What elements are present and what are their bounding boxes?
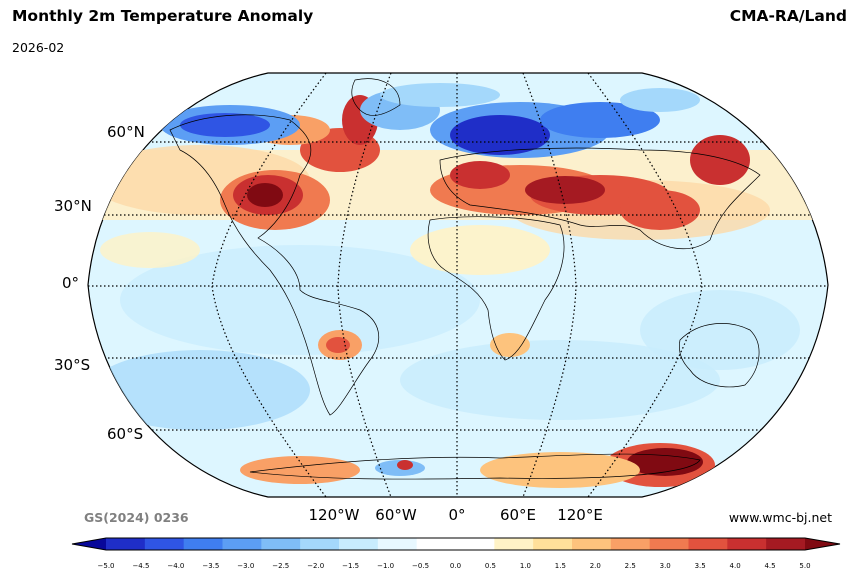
colorbar-swatch xyxy=(688,538,728,550)
graticule xyxy=(88,73,828,497)
lon-label-60e: 60°E xyxy=(499,506,537,524)
colorbar-swatch xyxy=(533,538,573,550)
colorbar-tick-label: 2.5 xyxy=(624,562,636,570)
map-date: 2026-02 xyxy=(12,40,65,55)
colorbar-tick-label: −1.0 xyxy=(377,562,395,570)
colorbar-tick-label: −5.0 xyxy=(97,562,115,570)
colorbar-tick-label: −0.5 xyxy=(412,562,430,570)
colorbar-tick-label: 4.5 xyxy=(764,562,776,570)
lat-label-30s: 30°S xyxy=(54,356,91,374)
colorbar-swatch xyxy=(494,538,534,550)
colorbar-tick-label: −1.5 xyxy=(342,562,360,570)
colorbar-swatch xyxy=(766,538,806,550)
lon-label-60w: 60°W xyxy=(375,506,417,524)
colorbar-tick-label: −3.5 xyxy=(202,562,220,570)
world-map xyxy=(87,72,829,498)
colorbar-tick-label: −2.5 xyxy=(272,562,290,570)
lat-label-60n: 60°N xyxy=(107,123,145,141)
colorbar-tick-label: 5.0 xyxy=(799,562,811,570)
coastlines xyxy=(169,78,761,480)
map-title: Monthly 2m Temperature Anomaly xyxy=(12,7,314,25)
lat-label-0: 0° xyxy=(62,274,80,292)
colorbar-tick-label: 4.0 xyxy=(729,562,741,570)
colorbar-segments xyxy=(72,538,840,550)
colorbar-tick-label: 3.0 xyxy=(659,562,671,570)
colorbar-swatch xyxy=(222,538,262,550)
anomaly-field xyxy=(88,83,828,488)
colorbar-tick-label: 3.5 xyxy=(694,562,706,570)
colorbar-swatch xyxy=(455,538,495,550)
colorbar-outline xyxy=(71,537,841,551)
lat-label-60s: 60°S xyxy=(107,425,144,443)
map-approval-code: GS(2024) 0236 xyxy=(84,510,189,525)
colorbar-swatch xyxy=(727,538,767,550)
lon-label-0: 0° xyxy=(448,506,466,524)
website-link[interactable]: www.wmc-bj.net xyxy=(728,510,832,525)
colorbar-swatch xyxy=(377,538,418,550)
colorbar-swatch xyxy=(300,538,340,550)
colorbar xyxy=(71,537,841,551)
colorbar-extend-high xyxy=(805,538,840,550)
colorbar-swatch xyxy=(416,538,456,550)
lon-label-120e: 120°E xyxy=(557,506,603,524)
colorbar-swatch xyxy=(572,538,612,550)
colorbar-tick-label: −4.5 xyxy=(132,562,150,570)
colorbar-tick-label: 1.5 xyxy=(554,562,566,570)
colorbar-tick-label: −4.0 xyxy=(167,562,185,570)
colorbar-extend-low xyxy=(72,538,106,550)
colorbar-tick-label: −3.0 xyxy=(237,562,255,570)
colorbar-swatch xyxy=(106,538,146,550)
lon-label-120w: 120°W xyxy=(308,506,360,524)
colorbar-tick-label: 1.0 xyxy=(519,562,531,570)
colorbar-swatch xyxy=(261,538,301,550)
colorbar-swatch xyxy=(339,538,379,550)
data-source: CMA-RA/Land xyxy=(729,7,847,25)
colorbar-swatch xyxy=(649,538,689,550)
colorbar-tick-label: 0.0 xyxy=(449,562,462,570)
lat-label-30n: 30°N xyxy=(54,197,92,215)
colorbar-tick-label: 0.5 xyxy=(484,562,497,570)
colorbar-swatch xyxy=(144,538,185,550)
colorbar-swatch xyxy=(183,538,223,550)
colorbar-tick-label: 2.0 xyxy=(589,562,601,570)
colorbar-tick-label: −2.0 xyxy=(307,562,325,570)
colorbar-swatch xyxy=(610,538,651,550)
